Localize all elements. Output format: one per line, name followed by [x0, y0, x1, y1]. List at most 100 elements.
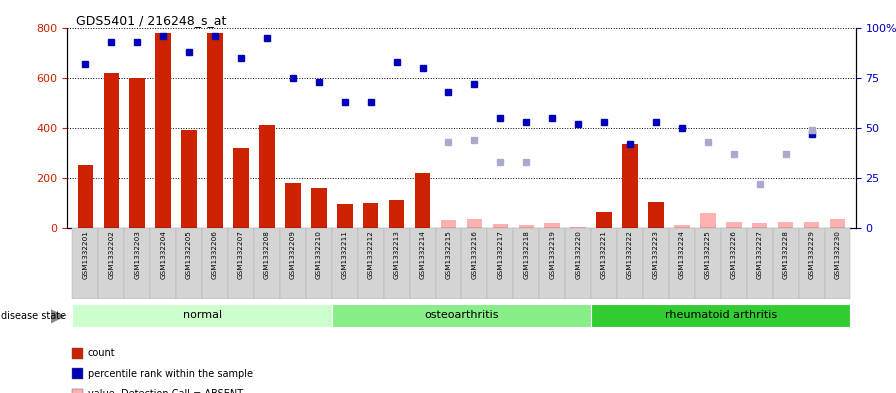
Bar	[720, 228, 746, 299]
Text: GSM1332214: GSM1332214	[419, 230, 426, 279]
Bar	[73, 228, 99, 299]
Bar	[389, 200, 404, 228]
Bar	[467, 219, 482, 228]
Bar	[415, 173, 430, 228]
Bar	[648, 202, 664, 228]
Bar	[798, 228, 824, 299]
Text: GSM1332202: GSM1332202	[108, 230, 115, 279]
Text: GSM1332221: GSM1332221	[601, 230, 607, 279]
Text: GSM1332225: GSM1332225	[705, 230, 711, 279]
Text: GSM1332211: GSM1332211	[341, 230, 348, 279]
Text: value, Detection Call = ABSENT: value, Detection Call = ABSENT	[88, 389, 243, 393]
Bar	[311, 188, 326, 228]
Bar	[513, 228, 539, 299]
Text: GSM1332208: GSM1332208	[264, 230, 270, 279]
Bar	[332, 304, 591, 327]
Bar	[669, 228, 695, 299]
Text: disease state: disease state	[1, 310, 66, 321]
Text: GSM1332203: GSM1332203	[134, 230, 141, 279]
Text: GSM1332217: GSM1332217	[497, 230, 504, 279]
Bar	[545, 223, 560, 228]
Text: GSM1332230: GSM1332230	[834, 230, 840, 279]
Text: count: count	[88, 348, 116, 358]
Bar	[726, 222, 742, 228]
Bar	[358, 228, 383, 299]
Bar	[306, 228, 332, 299]
Bar	[746, 228, 772, 299]
Text: GSM1332218: GSM1332218	[523, 230, 530, 279]
Text: GSM1332223: GSM1332223	[653, 230, 659, 279]
Text: rheumatoid arthritis: rheumatoid arthritis	[665, 310, 777, 320]
Bar	[493, 224, 508, 228]
Bar	[824, 228, 850, 299]
Bar	[383, 228, 409, 299]
Bar	[285, 183, 301, 228]
Bar	[202, 228, 228, 299]
Bar	[441, 220, 456, 228]
Text: GSM1332229: GSM1332229	[808, 230, 814, 279]
Bar	[565, 228, 591, 299]
Text: GSM1332228: GSM1332228	[782, 230, 788, 279]
Text: GSM1332206: GSM1332206	[212, 230, 218, 279]
Bar	[363, 203, 378, 228]
Bar	[830, 219, 845, 228]
Text: GSM1332212: GSM1332212	[367, 230, 374, 279]
Bar	[125, 228, 151, 299]
Bar	[409, 228, 435, 299]
Bar	[207, 33, 223, 228]
Bar	[461, 228, 487, 299]
Bar	[617, 228, 643, 299]
Bar	[177, 228, 202, 299]
Bar	[804, 222, 819, 228]
Bar	[695, 228, 720, 299]
Text: GSM1332220: GSM1332220	[575, 230, 582, 279]
Bar	[129, 78, 145, 228]
Text: osteoarthritis: osteoarthritis	[424, 310, 499, 320]
Bar	[78, 165, 93, 228]
Bar	[571, 227, 586, 228]
Bar	[772, 228, 798, 299]
Bar	[228, 228, 254, 299]
Bar	[778, 222, 794, 228]
Bar	[181, 130, 197, 228]
Bar	[597, 212, 612, 228]
Text: GSM1332215: GSM1332215	[445, 230, 452, 279]
Bar	[674, 226, 690, 228]
Text: GSM1332226: GSM1332226	[731, 230, 737, 279]
Text: normal: normal	[183, 310, 221, 320]
Bar	[254, 228, 280, 299]
Text: GDS5401 / 216248_s_at: GDS5401 / 216248_s_at	[76, 14, 227, 27]
Text: GSM1332209: GSM1332209	[289, 230, 296, 279]
Text: GSM1332216: GSM1332216	[471, 230, 478, 279]
Bar	[539, 228, 565, 299]
Bar	[752, 223, 768, 228]
Bar	[519, 226, 534, 228]
Bar	[155, 33, 171, 228]
Bar	[73, 304, 332, 327]
Bar	[487, 228, 513, 299]
Bar	[337, 204, 352, 228]
Bar	[259, 125, 275, 228]
Polygon shape	[51, 310, 64, 323]
Bar	[233, 148, 249, 228]
Text: GSM1332213: GSM1332213	[393, 230, 400, 279]
Bar	[591, 304, 850, 327]
Text: GSM1332227: GSM1332227	[757, 230, 762, 279]
Bar	[643, 228, 669, 299]
Text: GSM1332207: GSM1332207	[238, 230, 244, 279]
Bar	[280, 228, 306, 299]
Bar	[332, 228, 358, 299]
Bar	[99, 228, 125, 299]
Text: GSM1332205: GSM1332205	[186, 230, 192, 279]
Text: GSM1332224: GSM1332224	[679, 230, 685, 279]
Bar	[104, 73, 119, 228]
Bar	[700, 213, 716, 228]
Text: GSM1332219: GSM1332219	[549, 230, 556, 279]
Bar	[435, 228, 461, 299]
Bar	[622, 144, 638, 228]
Text: percentile rank within the sample: percentile rank within the sample	[88, 369, 253, 379]
Text: GSM1332210: GSM1332210	[315, 230, 322, 279]
Bar	[591, 228, 617, 299]
Text: GSM1332204: GSM1332204	[160, 230, 166, 279]
Bar	[151, 228, 177, 299]
